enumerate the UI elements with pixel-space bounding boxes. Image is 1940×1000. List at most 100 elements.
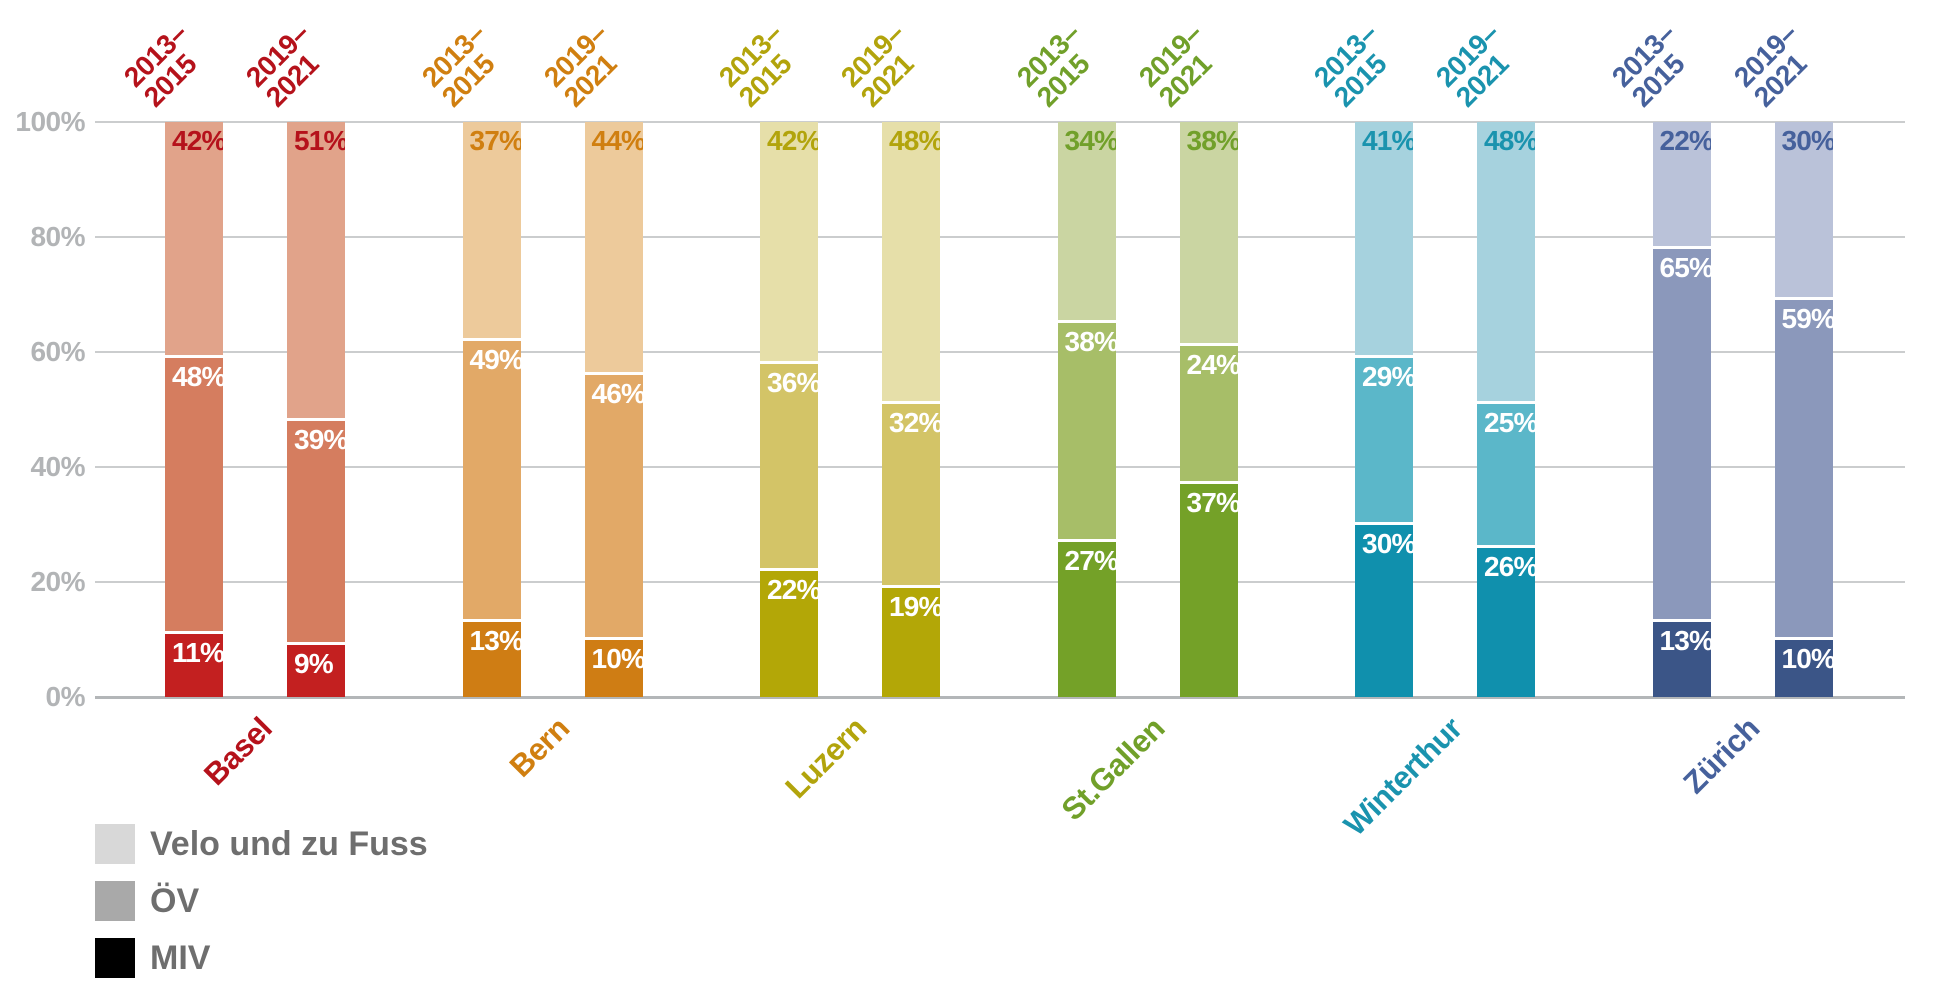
- segment-label-velo: 22%: [1659, 125, 1711, 156]
- year-label-luzern-2019-2021: 2019– 2021: [835, 18, 929, 113]
- bar-st-gallen-2013-2015: 34% 38% 27%: [1057, 122, 1116, 697]
- bar-winterthur-2013-2015: 41% 29% 30%: [1355, 122, 1413, 697]
- y-tick-label-0: 0%: [45, 681, 86, 712]
- segment-miv-st-gallen-2019-2021: 37%: [1179, 484, 1238, 697]
- segment-label-velo: 34%: [1064, 125, 1116, 156]
- segment-label-miv: 11%: [172, 636, 223, 668]
- segment-label-velo: 48%: [1484, 125, 1535, 156]
- segment-label-velo: 48%: [889, 125, 940, 156]
- legend-label-oev: ÖV: [150, 882, 200, 920]
- gridline-100: [95, 121, 1905, 123]
- segment-label-oev: 38%: [1064, 326, 1116, 358]
- segment-oev-st-gallen-2013-2015: 38%: [1057, 323, 1116, 542]
- y-tick-label-100: 100%: [15, 106, 85, 137]
- segment-label-velo: 42%: [767, 125, 818, 156]
- segment-label-miv: 30%: [1362, 527, 1413, 559]
- legend-label-miv: MIV: [150, 939, 211, 977]
- segment-miv-winterthur-2019-2021: 26%: [1477, 547, 1535, 697]
- segment-velo-winterthur-2013-2015: 41%: [1355, 122, 1413, 358]
- y-tick-label-80: 80%: [30, 221, 85, 252]
- segment-label-miv: 22%: [767, 573, 818, 605]
- segment-miv-zuerich-2019-2021: 10%: [1774, 639, 1833, 697]
- segment-oev-st-gallen-2019-2021: 24%: [1179, 346, 1238, 485]
- segment-velo-basel-2013-2015: 42%: [165, 122, 223, 358]
- segment-velo-zuerich-2019-2021: 30%: [1774, 122, 1833, 301]
- year-label-winterthur-2019-2021: 2019– 2021: [1430, 18, 1524, 113]
- segment-label-miv: 13%: [1659, 625, 1711, 657]
- segment-oev-winterthur-2019-2021: 25%: [1477, 403, 1535, 548]
- bar-zuerich-2019-2021: 30% 59% 10%: [1774, 122, 1833, 697]
- city-label-bern: Bern: [502, 710, 576, 784]
- segment-miv-luzern-2019-2021: 19%: [882, 587, 940, 697]
- year-label-luzern-2013-2015: 2013– 2015: [713, 18, 807, 113]
- segment-velo-luzern-2019-2021: 48%: [882, 122, 940, 404]
- segment-label-oev: 25%: [1484, 406, 1535, 438]
- segment-label-oev: 24%: [1186, 349, 1238, 381]
- segment-velo-bern-2013-2015: 37%: [462, 122, 521, 341]
- segment-label-miv: 10%: [1781, 642, 1833, 674]
- segment-label-oev: 59%: [1781, 303, 1833, 335]
- segment-label-oev: 32%: [889, 406, 940, 438]
- segment-miv-luzern-2013-2015: 22%: [760, 570, 818, 697]
- gridline-80: [95, 236, 1905, 238]
- segment-label-miv: 19%: [889, 590, 940, 622]
- segment-miv-basel-2019-2021: 9%: [287, 645, 345, 697]
- segment-label-miv: 27%: [1064, 544, 1116, 576]
- segment-label-oev: 49%: [469, 343, 521, 375]
- segment-oev-luzern-2019-2021: 32%: [882, 403, 940, 588]
- bar-st-gallen-2019-2021: 38% 24% 37%: [1179, 122, 1238, 697]
- segment-label-oev: 29%: [1362, 360, 1413, 392]
- bar-bern-2013-2015: 37% 49% 13%: [462, 122, 521, 697]
- year-label-bern-2013-2015: 2013– 2015: [415, 18, 510, 113]
- gridline-20: [95, 581, 1905, 583]
- gridline-40: [95, 466, 1905, 468]
- segment-velo-winterthur-2019-2021: 48%: [1477, 122, 1535, 404]
- segment-oev-winterthur-2013-2015: 29%: [1355, 357, 1413, 525]
- segment-velo-st-gallen-2013-2015: 34%: [1057, 122, 1116, 324]
- segment-miv-zuerich-2013-2015: 13%: [1652, 622, 1711, 697]
- segment-oev-luzern-2013-2015: 36%: [760, 363, 818, 571]
- bar-zuerich-2013-2015: 22% 65% 13%: [1652, 122, 1711, 697]
- legend-swatch-velo-icon: [95, 824, 135, 864]
- bar-basel-2019-2021: 51% 39% 9%: [287, 122, 345, 697]
- segment-velo-st-gallen-2019-2021: 38%: [1179, 122, 1238, 347]
- year-label-zuerich-2013-2015: 2013– 2015: [1605, 18, 1700, 113]
- legend-label-velo: Velo und zu Fuss: [150, 825, 428, 863]
- segment-miv-winterthur-2013-2015: 30%: [1355, 524, 1413, 697]
- segment-label-miv: 26%: [1484, 550, 1535, 582]
- segment-velo-luzern-2013-2015: 42%: [760, 122, 818, 364]
- year-label-basel-2013-2015: 2013– 2015: [118, 18, 212, 113]
- segment-label-oev: 65%: [1659, 251, 1711, 283]
- year-label-st-gallen-2013-2015: 2013– 2015: [1010, 18, 1105, 113]
- city-label-luzern: Luzern: [778, 710, 874, 806]
- segment-velo-zuerich-2013-2015: 22%: [1652, 122, 1711, 249]
- city-label-winterthur: Winterthur: [1336, 710, 1469, 843]
- segment-miv-st-gallen-2013-2015: 27%: [1057, 541, 1116, 697]
- year-label-basel-2019-2021: 2019– 2021: [240, 18, 334, 113]
- segment-label-miv: 10%: [591, 642, 643, 674]
- y-tick-label-20: 20%: [30, 566, 85, 597]
- segment-label-oev: 48%: [172, 360, 223, 392]
- legend-item-oev: ÖV: [95, 881, 428, 921]
- segment-oev-zuerich-2019-2021: 59%: [1774, 300, 1833, 640]
- segment-label-oev: 39%: [294, 424, 345, 455]
- segment-label-velo: 37%: [469, 125, 521, 156]
- legend-item-velo: Velo und zu Fuss: [95, 824, 428, 864]
- segment-oev-zuerich-2013-2015: 65%: [1652, 248, 1711, 623]
- y-tick-label-60: 60%: [30, 336, 85, 367]
- legend: Velo und zu Fuss ÖV MIV: [95, 824, 428, 995]
- bar-bern-2019-2021: 44% 46% 10%: [584, 122, 643, 697]
- bar-luzern-2019-2021: 48% 32% 19%: [882, 122, 940, 697]
- year-label-winterthur-2013-2015: 2013– 2015: [1308, 18, 1402, 113]
- segment-oev-basel-2019-2021: 39%: [287, 421, 345, 646]
- segment-label-velo: 30%: [1781, 125, 1833, 156]
- segment-oev-bern-2019-2021: 46%: [584, 375, 643, 640]
- city-label-st-gallen: St.Gallen: [1054, 710, 1171, 828]
- segment-velo-bern-2019-2021: 44%: [584, 122, 643, 375]
- segment-label-miv: 13%: [469, 625, 521, 657]
- bar-basel-2013-2015: 42% 48% 11%: [165, 122, 223, 697]
- year-label-st-gallen-2019-2021: 2019– 2021: [1132, 18, 1227, 113]
- segment-miv-bern-2013-2015: 13%: [462, 622, 521, 697]
- legend-swatch-oev-icon: [95, 881, 135, 921]
